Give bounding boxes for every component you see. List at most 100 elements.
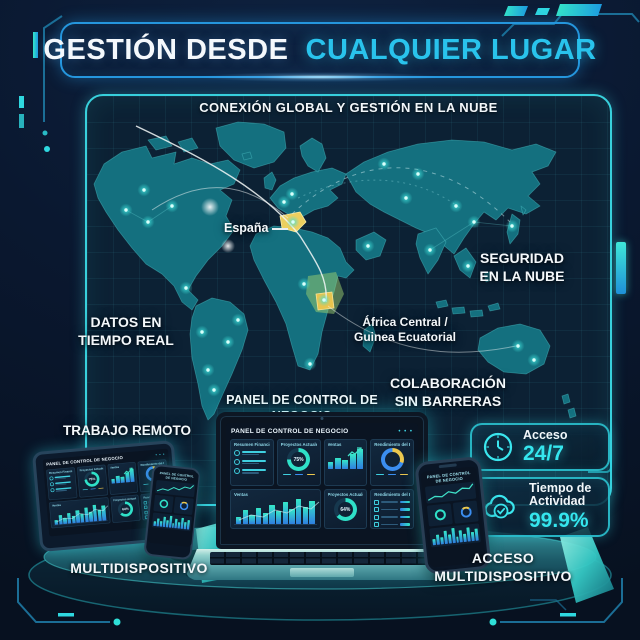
stat-icon	[50, 488, 55, 493]
edge-accent-bar	[616, 242, 626, 294]
network-node	[382, 162, 386, 166]
card-ventas: Ventas	[107, 461, 139, 496]
arc-main	[135, 125, 327, 303]
network-node	[200, 330, 204, 334]
laptop-device: PANEL DE CONTROL DE NEGOCIO • • • Resume…	[216, 412, 428, 549]
network-node	[206, 368, 210, 372]
dashboard-title: PANEL DE CONTROL DE NEGOCIO	[231, 428, 349, 435]
stat-icon	[49, 476, 54, 481]
network-node	[428, 248, 432, 252]
team-donut-chart	[380, 448, 404, 471]
donut-chart: 75%	[287, 448, 311, 471]
label-africa-guinea: África Central / Guinea Ecuatorial	[353, 315, 457, 344]
network-node	[532, 358, 536, 362]
chart-legend	[281, 473, 317, 476]
card-proyectos-actuales: Proyectos Actuales 75%	[76, 464, 108, 498]
network-node	[308, 362, 312, 366]
label-seguridad-nube: SEGURIDAD EN LA NUBE	[479, 250, 565, 284]
arc-to-asia	[291, 167, 511, 223]
card-rendimiento-equipo: Rendimiento del Equipo	[370, 439, 414, 486]
indonesia	[435, 299, 501, 318]
network-node	[366, 244, 370, 248]
world-map	[93, 121, 577, 421]
phone-stat-ring	[452, 500, 479, 525]
phone-dashboard: PANEL DE CONTROL DE NEGOCIO	[147, 468, 199, 548]
card-ventas: Ventas	[323, 439, 368, 486]
hud-top-left	[19, 15, 63, 152]
label-espana-text: España	[224, 221, 269, 235]
hud-connector-line	[588, 455, 612, 473]
member-icon	[374, 507, 380, 512]
pointer-line	[272, 227, 289, 230]
menu-dots-icon: • • •	[155, 452, 166, 458]
chart-legend	[374, 473, 410, 476]
chart-legend	[81, 487, 104, 491]
donut-chart: 64%	[117, 500, 134, 518]
acceso-label: Acceso	[523, 427, 568, 442]
title-accent-part: CUALQUIER LUGAR	[305, 33, 597, 66]
card-proyectos-actuales: Proyectos Actuales 75%	[276, 439, 321, 486]
phone-line-chart	[155, 480, 196, 498]
trend-arrow-icon	[347, 447, 362, 457]
laptop-base	[186, 549, 458, 580]
network-node	[142, 188, 146, 192]
title-banner: GESTIÓN DESDE CUALQUIER LUGAR	[43, 22, 596, 78]
stat-icon	[234, 459, 240, 466]
bar-chart-large	[52, 503, 108, 526]
united-kingdom	[263, 171, 277, 191]
card-resumen-financiero: Resumen Financiero	[230, 439, 274, 486]
badge-uptime: Tiempo de Actividad 99.9%	[470, 477, 610, 537]
card-ventas-grande: Ventas	[48, 497, 111, 529]
network-node	[472, 220, 476, 224]
network-node	[516, 344, 520, 348]
network-node	[236, 318, 240, 322]
label-multidispositivo: MULTIDISPOSITIVO	[70, 560, 208, 576]
arc-to-australia	[327, 305, 517, 353]
uptime-label: Tiempo de Actividad	[529, 480, 592, 509]
acceso-value: 24/7	[523, 442, 564, 466]
phone-device-right: PANEL DE CONTROL DE NEGOCIO	[414, 455, 492, 576]
label-trabajo-remoto: TRABAJO REMOTO	[62, 423, 191, 438]
title-white-part: GESTIÓN DESDE	[43, 33, 289, 66]
bar-chart-small	[327, 449, 364, 469]
phone-left-screen: PANEL DE CONTROL DE NEGOCIO	[147, 468, 199, 550]
network-node	[322, 298, 326, 302]
menu-dots-icon: • • •	[398, 428, 413, 435]
phone-dashboard: PANEL DE CONTROL DE NEGOCIO	[420, 466, 487, 568]
card-resumen-financiero: Resumen Financiero	[46, 467, 78, 501]
madagascar	[362, 323, 377, 353]
uptime-value: 99.9%	[529, 509, 589, 533]
lens-flare	[201, 198, 219, 216]
philippines	[483, 271, 492, 283]
stat-icon	[234, 450, 240, 457]
scandinavia	[299, 137, 327, 173]
phone-notch	[438, 463, 457, 469]
stat-icon	[234, 468, 240, 475]
iceland	[241, 151, 253, 161]
member-icon	[374, 514, 380, 520]
bar-chart-large	[234, 499, 317, 525]
member-icon	[143, 500, 148, 505]
cloud-check-icon	[484, 494, 515, 519]
card-proyectos-donut: Proyectos Actuales 64%	[109, 494, 141, 524]
member-icon	[374, 522, 380, 527]
network-node	[416, 172, 420, 176]
network-node	[302, 282, 306, 286]
label-espana: España	[224, 221, 289, 237]
card-ventas-grande: Ventas	[230, 489, 321, 529]
network-node	[212, 388, 216, 392]
map-subtitle: CONEXIÓN GLOBAL Y GESTIÓN EN LA NUBE	[199, 100, 498, 115]
greenland	[215, 121, 287, 169]
network-node	[404, 196, 408, 200]
network-node	[290, 192, 294, 196]
arc-europe-china	[297, 179, 461, 209]
lens-flare	[221, 239, 235, 253]
webcam-dot	[320, 417, 324, 420]
phone-stat-ring	[426, 503, 453, 527]
donut-chart: 75%	[83, 470, 101, 488]
trend-arrow-icon	[123, 467, 133, 475]
north-america	[93, 145, 241, 311]
connection-arcs	[125, 125, 517, 353]
page-title: GESTIÓN DESDE CUALQUIER LUGAR	[43, 34, 596, 67]
